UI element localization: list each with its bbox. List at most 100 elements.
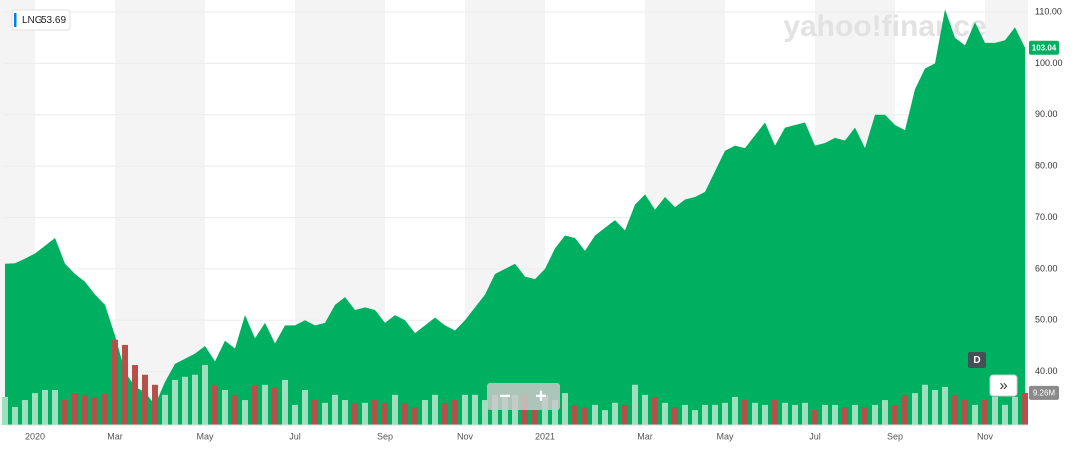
volume-bar bbox=[882, 400, 888, 425]
volume-bar bbox=[282, 379, 288, 425]
volume-bar bbox=[102, 393, 108, 425]
volume-bar bbox=[112, 339, 118, 425]
watermark: yahoo!finance bbox=[783, 10, 986, 43]
volume-bar bbox=[242, 400, 248, 425]
expand-button[interactable]: » bbox=[999, 377, 1007, 394]
volume-bar bbox=[52, 389, 58, 425]
volume-bar bbox=[32, 393, 38, 425]
y-tick-label: 50.00 bbox=[1035, 315, 1058, 325]
legend-value: 53.69 bbox=[41, 15, 66, 26]
volume-bar bbox=[592, 404, 598, 425]
month-band bbox=[115, 0, 205, 425]
volume-bar bbox=[322, 402, 328, 425]
volume-bar bbox=[382, 402, 388, 425]
volume-bar bbox=[662, 402, 668, 425]
volume-bar bbox=[152, 384, 158, 425]
legend: LNG 53.69 bbox=[11, 9, 71, 31]
volume-bar bbox=[892, 404, 898, 425]
x-tick-label: Sep bbox=[377, 431, 393, 441]
last-volume-label: 9.26M bbox=[1033, 389, 1056, 398]
volume-bar bbox=[122, 344, 128, 425]
x-tick-label: Nov bbox=[977, 431, 994, 441]
zoom-panel bbox=[487, 383, 560, 410]
volume-bar bbox=[952, 394, 958, 425]
x-tick-label: May bbox=[196, 431, 214, 441]
last-price-label: 103.04 bbox=[1032, 43, 1057, 52]
volume-bar bbox=[962, 400, 968, 425]
volume-bar bbox=[862, 406, 868, 425]
legend-symbol: LNG bbox=[22, 15, 43, 26]
volume-bar bbox=[482, 400, 488, 425]
volume-bar bbox=[72, 393, 78, 425]
volume-bar bbox=[92, 396, 98, 425]
volume-bar bbox=[622, 404, 628, 425]
volume-bar bbox=[82, 394, 88, 425]
zoom-out-button[interactable]: − bbox=[499, 385, 511, 407]
interval-button[interactable]: D bbox=[973, 355, 980, 366]
legend-marker bbox=[14, 13, 17, 27]
volume-bar bbox=[712, 404, 718, 425]
volume-bar bbox=[232, 394, 238, 425]
volume-bar bbox=[632, 384, 638, 425]
volume-bar bbox=[172, 379, 178, 425]
y-tick-label: 110.00 bbox=[1035, 6, 1062, 16]
volume-bar bbox=[372, 400, 378, 425]
volume-bar bbox=[562, 393, 568, 425]
legend-box bbox=[11, 9, 71, 31]
x-tick-label: Jul bbox=[809, 431, 821, 441]
volume-bar bbox=[292, 404, 298, 425]
volume-bar bbox=[452, 400, 458, 425]
volume-bar bbox=[552, 400, 558, 425]
volume-bar bbox=[672, 406, 678, 425]
volume-bar bbox=[12, 406, 18, 425]
x-tick-label: Nov bbox=[457, 431, 474, 441]
volume-bar bbox=[132, 365, 138, 425]
x-tick-label: 2020 bbox=[25, 431, 45, 441]
volume-bar bbox=[1012, 396, 1018, 425]
volume-bar bbox=[832, 404, 838, 425]
volume-bar bbox=[2, 396, 8, 425]
volume-bar bbox=[142, 374, 148, 425]
expand-button-bg[interactable] bbox=[989, 374, 1018, 397]
volume-bar bbox=[442, 402, 448, 425]
volume-bar bbox=[972, 404, 978, 425]
volume-bar bbox=[192, 374, 198, 425]
x-tick-label: May bbox=[716, 431, 734, 441]
volume-bar bbox=[942, 386, 948, 425]
volume-bar bbox=[202, 365, 208, 425]
volume-bar bbox=[162, 394, 168, 425]
volume-bar bbox=[342, 400, 348, 425]
interval-button-bg[interactable] bbox=[968, 352, 986, 368]
volume-bar bbox=[332, 394, 338, 425]
volume-bar bbox=[462, 394, 468, 425]
x-tick-label: Mar bbox=[637, 431, 653, 441]
volume-bar bbox=[62, 400, 68, 425]
volume-bar bbox=[692, 410, 698, 425]
volume-bar bbox=[422, 400, 428, 425]
volume-bar bbox=[1002, 404, 1008, 425]
volume-bar bbox=[222, 389, 228, 425]
volume-bar bbox=[472, 394, 478, 425]
y-tick-label: 100.00 bbox=[1035, 58, 1063, 68]
volume-bar bbox=[932, 389, 938, 425]
volume-bar bbox=[22, 400, 28, 425]
volume-bar bbox=[582, 406, 588, 425]
volume-bar bbox=[702, 404, 708, 425]
last-price-badge bbox=[1029, 40, 1059, 55]
volume-bar bbox=[982, 400, 988, 425]
volume-bar bbox=[432, 394, 438, 425]
zoom-controls: − + bbox=[487, 383, 560, 410]
volume-bar bbox=[742, 400, 748, 425]
volume-bar bbox=[912, 393, 918, 425]
volume-bar bbox=[352, 402, 358, 425]
volume-bar bbox=[992, 396, 998, 425]
volume-bar bbox=[852, 404, 858, 425]
volume-bar bbox=[752, 402, 758, 425]
volume-bar bbox=[782, 402, 788, 425]
volume-bar bbox=[872, 404, 878, 425]
volume-bar bbox=[252, 384, 258, 425]
volume-bar bbox=[612, 402, 618, 425]
zoom-in-button[interactable]: + bbox=[535, 385, 547, 407]
volume-bar bbox=[212, 384, 218, 425]
volume-bar bbox=[762, 404, 768, 425]
